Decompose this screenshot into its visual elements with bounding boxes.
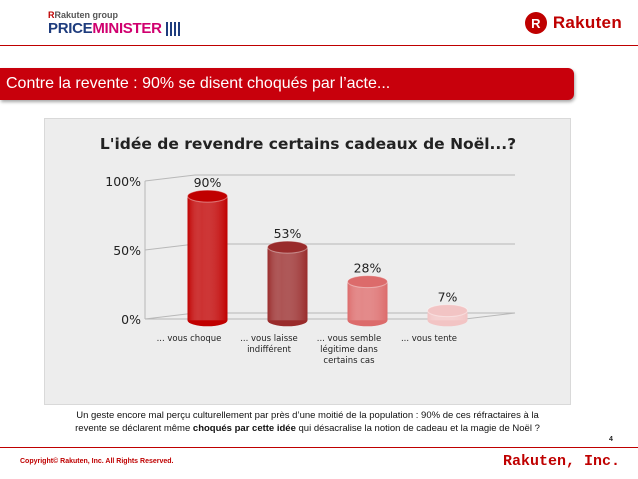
footer-divider [0,447,638,448]
footer-brand: Rakuten, Inc. [502,453,620,470]
bar-shine [347,281,388,321]
x-tick-label: ... vous choque [157,334,222,344]
bar-shine [267,247,308,321]
copyright-notice: Copyright© Rakuten, Inc. All Rights Rese… [20,458,174,465]
x-tick-label: ... vous semble [317,334,381,344]
slide-title: Contre la revente : 90% se disent choqué… [6,75,391,92]
bar-cylinder [187,189,228,327]
bar-cylinder [347,275,388,327]
bar-cylinder [267,240,308,327]
chart-caption: Un geste encore mal perçu culturellement… [30,409,585,435]
header-divider [0,45,638,46]
x-tick-label: ... vous tente [401,334,457,344]
data-label: 7% [438,290,458,305]
chart-panel: L'idée de revendre certains cadeaux de N… [44,118,571,405]
caption-line-2: revente se déclarent même choqués par ce… [75,423,540,434]
bar-top [187,189,228,203]
priceminister-logo: RRakuten group PRICEMINISTER [48,10,188,40]
x-tick-label: légitime dans [320,344,378,355]
rakuten-r-icon: R [524,12,547,34]
bar-shine [187,196,228,321]
x-tick-label: certains cas [323,356,375,366]
x-tick-label: indifférent [247,344,292,355]
bar-top [427,304,468,318]
gridline [144,174,515,182]
title-banner: Contre la revente : 90% se disent choqué… [0,68,574,100]
caption-emphasis: choqués par cette idée [192,423,296,434]
y-tick-label: 100% [105,174,141,189]
chart-title: L'idée de revendre certains cadeaux de N… [100,135,516,153]
data-label: 90% [194,175,222,190]
priceminister-wordmark: PRICEMINISTER [48,20,162,37]
x-tick-label: ... vous laisse [240,334,298,344]
rakuten-logo: R Rakuten [524,10,622,36]
y-tick-label: 0% [121,312,141,327]
data-label: 28% [354,261,382,276]
caption-line-1: Un geste encore mal perçu culturellement… [76,410,539,421]
bar-top [267,240,308,254]
rakuten-group-label: RRakuten group [48,10,119,20]
page-number: 4 [609,436,613,443]
data-label: 53% [274,226,302,241]
bar-top [347,275,388,289]
y-tick-label: 50% [113,243,141,258]
bar-cylinder [427,304,468,327]
barcode-icon [166,22,180,36]
rakuten-wordmark: Rakuten [552,13,622,32]
bar-chart: L'idée de revendre certains cadeaux de N… [100,135,516,366]
